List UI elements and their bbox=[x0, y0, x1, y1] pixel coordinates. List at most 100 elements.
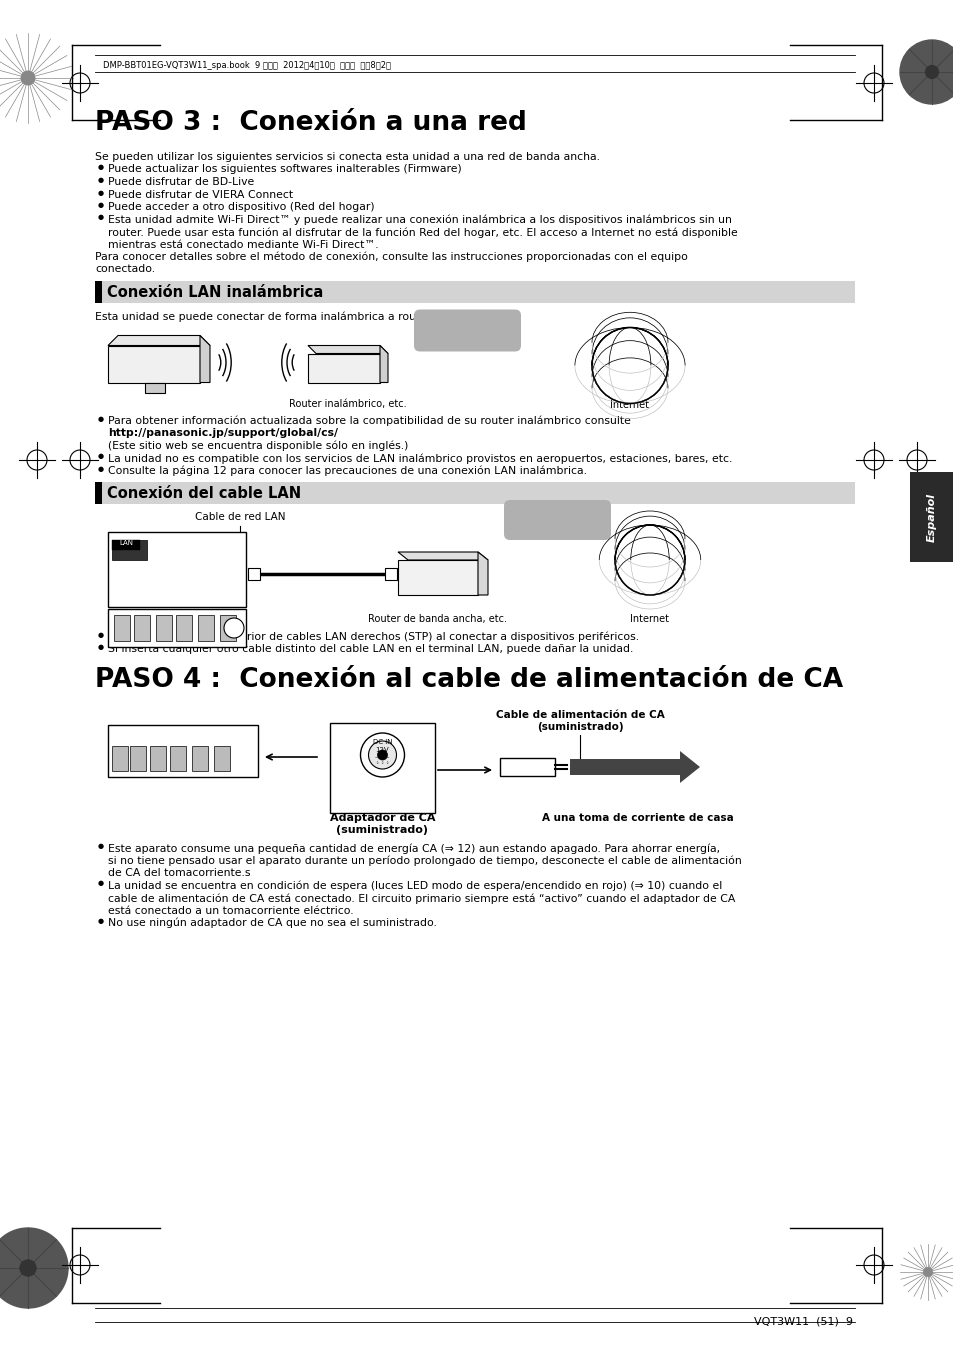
Circle shape bbox=[615, 524, 684, 594]
FancyBboxPatch shape bbox=[569, 759, 679, 775]
FancyBboxPatch shape bbox=[220, 615, 235, 642]
Text: ●: ● bbox=[98, 842, 104, 849]
Text: ●: ● bbox=[98, 453, 104, 460]
FancyBboxPatch shape bbox=[499, 758, 555, 776]
Text: Conexión del cable LAN: Conexión del cable LAN bbox=[107, 487, 301, 501]
FancyBboxPatch shape bbox=[213, 745, 230, 771]
Text: Consulte la página 12 para conocer las precauciones de una conexión LAN inalámbr: Consulte la página 12 para conocer las p… bbox=[108, 465, 586, 476]
Text: está conectado a un tomacorriente eléctrico.: está conectado a un tomacorriente eléctr… bbox=[108, 906, 354, 915]
Circle shape bbox=[899, 1244, 953, 1299]
Text: Use la categoría 5 o superior de cables LAN derechos (STP) al conectar a disposi: Use la categoría 5 o superior de cables … bbox=[108, 632, 639, 643]
FancyBboxPatch shape bbox=[198, 615, 213, 642]
FancyBboxPatch shape bbox=[308, 353, 379, 383]
Circle shape bbox=[592, 328, 667, 403]
FancyBboxPatch shape bbox=[95, 280, 854, 303]
Text: Router de banda ancha, etc.: Router de banda ancha, etc. bbox=[368, 613, 507, 624]
FancyBboxPatch shape bbox=[113, 615, 130, 642]
Text: Cable de red LAN: Cable de red LAN bbox=[194, 512, 285, 522]
Text: ●: ● bbox=[98, 880, 104, 887]
FancyBboxPatch shape bbox=[112, 745, 128, 771]
FancyBboxPatch shape bbox=[112, 541, 140, 550]
Text: Para conocer detalles sobre el método de conexión, consulte las instrucciones pr: Para conocer detalles sobre el método de… bbox=[95, 252, 687, 263]
Text: Se pueden utilizar los siguientes servicios si conecta esta unidad a una red de : Se pueden utilizar los siguientes servic… bbox=[95, 152, 599, 162]
Circle shape bbox=[899, 40, 953, 104]
Circle shape bbox=[224, 617, 244, 638]
Text: (suministrado): (suministrado) bbox=[336, 825, 428, 834]
Text: DC IN: DC IN bbox=[373, 739, 392, 745]
Text: La unidad no es compatible con los servicios de LAN inalámbrico provistos en aer: La unidad no es compatible con los servi… bbox=[108, 453, 732, 464]
Polygon shape bbox=[679, 751, 700, 783]
Text: Cable de alimentación de CA: Cable de alimentación de CA bbox=[496, 710, 663, 720]
Text: Puede actualizar los siguientes softwares inalterables (Firmware): Puede actualizar los siguientes software… bbox=[108, 164, 461, 174]
Text: (Este sitio web se encuentra disponible sólo en inglés.): (Este sitio web se encuentra disponible … bbox=[108, 441, 408, 452]
Text: Router inalámbrico, etc.: Router inalámbrico, etc. bbox=[289, 399, 406, 410]
Polygon shape bbox=[308, 345, 388, 353]
FancyBboxPatch shape bbox=[385, 568, 396, 580]
Text: —  —: — — bbox=[375, 755, 390, 760]
Text: ●: ● bbox=[98, 918, 104, 923]
Circle shape bbox=[21, 71, 34, 85]
FancyBboxPatch shape bbox=[108, 725, 257, 776]
Text: si no tiene pensado usar el aparato durante un período prolongado de tiempo, des: si no tiene pensado usar el aparato dura… bbox=[108, 856, 741, 865]
Text: La unidad se encuentra en condición de espera (luces LED modo de espera/encendid: La unidad se encuentra en condición de e… bbox=[108, 880, 721, 891]
Text: Conexión LAN inalámbrica: Conexión LAN inalámbrica bbox=[107, 284, 323, 301]
FancyBboxPatch shape bbox=[156, 615, 172, 642]
Text: ●: ● bbox=[98, 632, 104, 638]
Text: ●: ● bbox=[98, 214, 104, 221]
FancyBboxPatch shape bbox=[108, 345, 200, 383]
FancyBboxPatch shape bbox=[330, 723, 435, 813]
FancyBboxPatch shape bbox=[909, 472, 953, 562]
Text: PASO 4 :  Conexión al cable de alimentación de CA: PASO 4 : Conexión al cable de alimentaci… bbox=[95, 667, 842, 693]
Text: Adaptador de CA: Adaptador de CA bbox=[330, 813, 435, 824]
FancyBboxPatch shape bbox=[414, 310, 520, 352]
FancyBboxPatch shape bbox=[95, 483, 854, 504]
Text: conectado.: conectado. bbox=[95, 264, 155, 275]
FancyBboxPatch shape bbox=[130, 745, 146, 771]
FancyBboxPatch shape bbox=[95, 483, 102, 504]
Polygon shape bbox=[200, 336, 210, 383]
FancyBboxPatch shape bbox=[397, 559, 477, 594]
FancyBboxPatch shape bbox=[95, 280, 102, 303]
Text: mientras está conectado mediante Wi-Fi Direct™.: mientras está conectado mediante Wi-Fi D… bbox=[108, 240, 378, 249]
Text: Internet: Internet bbox=[610, 399, 649, 410]
FancyBboxPatch shape bbox=[503, 500, 610, 541]
Text: ●: ● bbox=[98, 164, 104, 170]
Text: http://panasonic.jp/support/global/cs/: http://panasonic.jp/support/global/cs/ bbox=[108, 429, 337, 438]
Text: router. Puede usar esta función al disfrutar de la función Red del hogar, etc. E: router. Puede usar esta función al disfr… bbox=[108, 226, 737, 237]
Text: Puede disfrutar de VIERA Connect: Puede disfrutar de VIERA Connect bbox=[108, 190, 293, 200]
Text: 12V: 12V bbox=[375, 747, 389, 754]
Text: DMP-BBT01EG-VQT3W11_spa.book  9 ページ  2012年4月10日  火曜日  午後8晎2分: DMP-BBT01EG-VQT3W11_spa.book 9 ページ 2012年… bbox=[103, 61, 391, 70]
Text: PASO 3 :  Conexión a una red: PASO 3 : Conexión a una red bbox=[95, 111, 526, 136]
Text: VQT3W11  (51)  9: VQT3W11 (51) 9 bbox=[753, 1317, 852, 1326]
Text: de CA del tomacorriente.s: de CA del tomacorriente.s bbox=[108, 868, 251, 878]
Text: Para obtener información actualizada sobre la compatibilidad de su router inalám: Para obtener información actualizada sob… bbox=[108, 415, 630, 426]
Circle shape bbox=[0, 32, 73, 123]
Text: A una toma de corriente de casa: A una toma de corriente de casa bbox=[541, 813, 733, 824]
Polygon shape bbox=[379, 345, 388, 383]
Text: ●: ● bbox=[98, 177, 104, 183]
FancyBboxPatch shape bbox=[133, 615, 150, 642]
Circle shape bbox=[923, 1268, 931, 1277]
Polygon shape bbox=[477, 551, 488, 594]
Text: cable de alimentación de CA está conectado. El circuito primario siempre está “a: cable de alimentación de CA está conecta… bbox=[108, 892, 735, 903]
Circle shape bbox=[368, 741, 396, 768]
Text: Esta unidad admite Wi-Fi Direct™ y puede realizar una conexión inalámbrica a los: Esta unidad admite Wi-Fi Direct™ y puede… bbox=[108, 214, 731, 225]
Text: LAN: LAN bbox=[119, 541, 132, 546]
FancyBboxPatch shape bbox=[150, 745, 166, 771]
Text: (suministrado): (suministrado) bbox=[537, 723, 622, 732]
FancyBboxPatch shape bbox=[108, 532, 246, 607]
Polygon shape bbox=[397, 551, 488, 559]
Text: ●: ● bbox=[98, 415, 104, 422]
Text: Puede acceder a otro dispositivo (Red del hogar): Puede acceder a otro dispositivo (Red de… bbox=[108, 202, 375, 212]
Text: ◦ ◦ ◦: ◦ ◦ ◦ bbox=[375, 762, 389, 766]
Text: Si inserta cualquier otro cable distinto del cable LAN en el terminal LAN, puede: Si inserta cualquier otro cable distinto… bbox=[108, 644, 633, 655]
FancyBboxPatch shape bbox=[170, 745, 186, 771]
Text: ●: ● bbox=[98, 190, 104, 195]
FancyBboxPatch shape bbox=[108, 609, 246, 647]
Text: No use ningún adaptador de CA que no sea el suministrado.: No use ningún adaptador de CA que no sea… bbox=[108, 918, 436, 929]
Text: Este aparato consume una pequeña cantidad de energía CA (⇒ 12) aun estando apaga: Este aparato consume una pequeña cantida… bbox=[108, 842, 720, 853]
FancyBboxPatch shape bbox=[248, 568, 260, 580]
Circle shape bbox=[20, 1260, 36, 1277]
Circle shape bbox=[924, 66, 938, 78]
FancyBboxPatch shape bbox=[175, 615, 192, 642]
